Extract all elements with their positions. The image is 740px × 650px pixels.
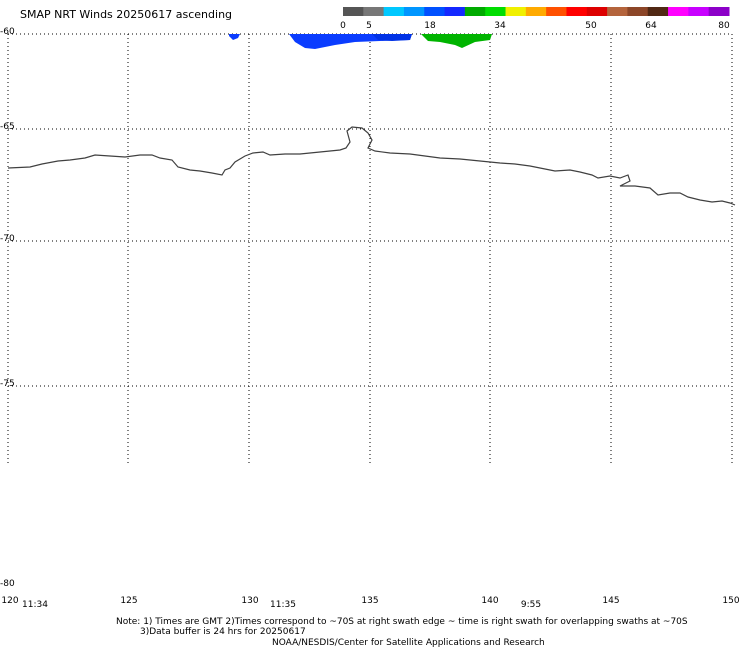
colorbar-segment [668, 7, 689, 16]
colorbar-tick-50: 50 [585, 21, 597, 31]
lon-label-145: 145 [602, 596, 620, 606]
lon-label-135: 135 [361, 596, 379, 606]
colorbar-tick-34: 34 [494, 21, 506, 31]
lon-label-150: 150 [722, 596, 740, 606]
map-grid [7, 33, 733, 464]
colorbar-segment [546, 7, 567, 16]
colorbar-segment [525, 7, 547, 16]
antarctic-coastline [7, 126, 736, 206]
swath-time-1: 11:34 [22, 600, 48, 610]
lat-label-80: -80 [0, 579, 15, 589]
colorbar-segment [403, 7, 425, 16]
lat-label-70: -70 [0, 234, 15, 244]
colorbar-segment [607, 7, 628, 16]
colorbar-segment [464, 7, 486, 16]
colorbar-segment [444, 7, 466, 16]
lat-label-75: -75 [0, 379, 15, 389]
note-line-1: Note: 1) Times are GMT 2)Times correspon… [116, 617, 688, 627]
swath-time-3: 9:55 [520, 600, 542, 610]
lon-label-130: 130 [241, 596, 259, 606]
lon-label-120: 120 [1, 596, 19, 606]
note-line-3: NOAA/NESDIS/Center for Satellite Applica… [272, 638, 545, 648]
colorbar-segment [586, 7, 608, 16]
map-title: SMAP NRT Winds 20250617 ascending [20, 8, 233, 21]
colorbar-segment [424, 7, 446, 16]
colorbar-segment [647, 7, 669, 16]
lat-label-65: -65 [0, 122, 15, 132]
colorbar-tick-5: 5 [366, 21, 372, 31]
wind-patch-dark-blue [372, 34, 412, 41]
colorbar-segment [708, 7, 730, 16]
colorbar-segment [485, 7, 507, 16]
colorbar-tick-18: 18 [424, 21, 436, 31]
colorbar-segment [566, 7, 588, 16]
colorbar-segment [688, 7, 710, 16]
lon-label-140: 140 [481, 596, 499, 606]
lon-label-125: 125 [120, 596, 138, 606]
colorbar-segment [363, 7, 385, 16]
lat-label-60: -60 [0, 27, 15, 37]
wind-patch-blue-small [229, 34, 240, 40]
colorbar-segment [383, 7, 405, 16]
colorbar-tick-64: 64 [645, 21, 657, 31]
colorbar-tick-80: 80 [718, 21, 730, 31]
colorbar-segment [343, 7, 364, 16]
wind-patch-green [421, 34, 492, 48]
colorbar-tick-0: 0 [340, 21, 346, 31]
colorbar-segment [627, 7, 649, 16]
colorbar [343, 7, 730, 16]
swath-time-2: 11:35 [270, 600, 296, 610]
colorbar-segment [505, 7, 527, 16]
note-line-2: 3)Data buffer is 24 hrs for 20250617 [140, 627, 306, 637]
